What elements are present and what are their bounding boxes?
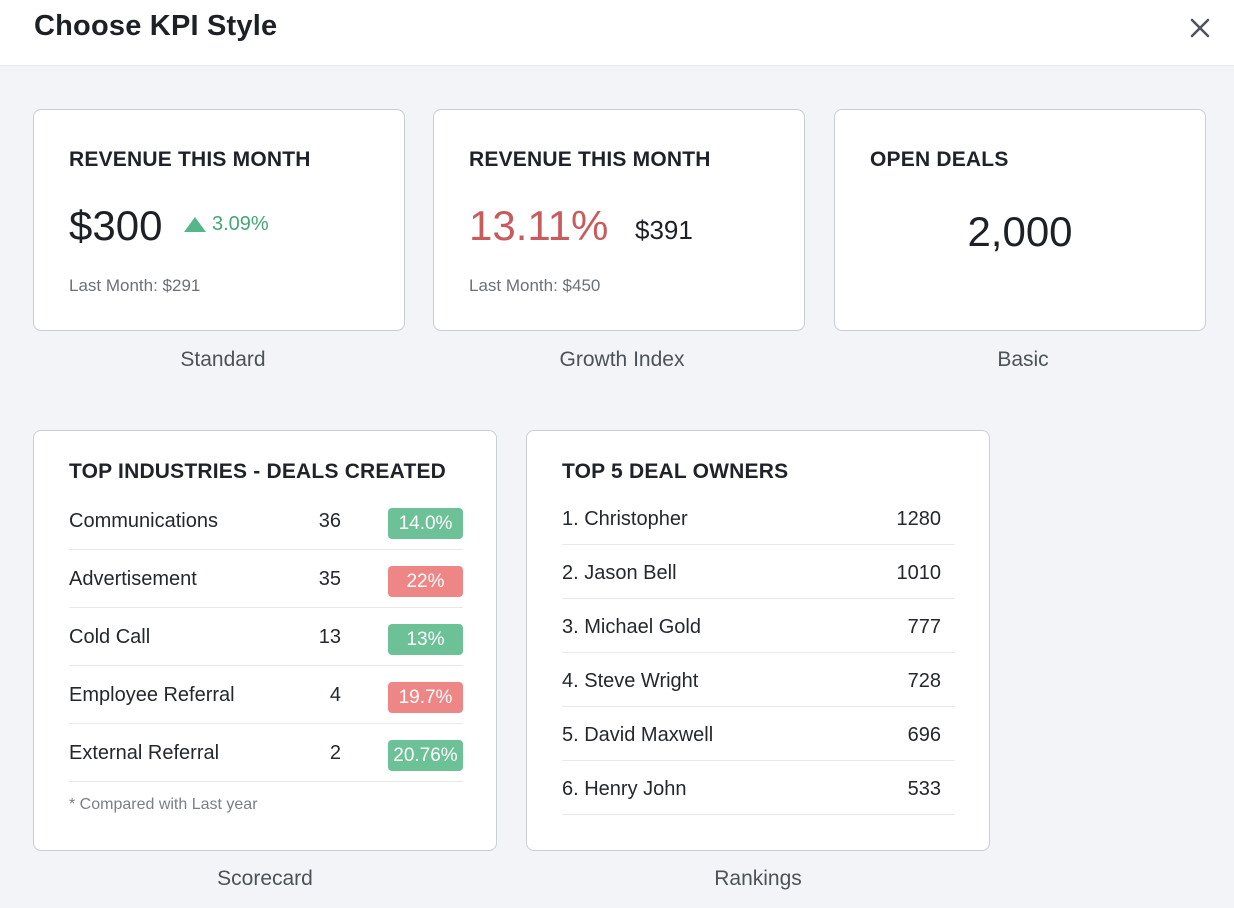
change-badge: 22% xyxy=(388,566,463,597)
owner-name: 2. Jason Bell xyxy=(562,562,677,584)
owner-name: 3. Michael Gold xyxy=(562,616,701,638)
change-badge: 19.7% xyxy=(388,682,463,713)
trend-indicator: 3.09% xyxy=(184,213,269,236)
list-item: 3. Michael Gold 777 xyxy=(562,599,955,653)
card-title: TOP INDUSTRIES - DEALS CREATED xyxy=(69,460,447,483)
owner-value: 777 xyxy=(907,616,941,638)
deal-count: 36 xyxy=(318,510,341,532)
table-row: Employee Referral 4 19.7% xyxy=(69,666,463,724)
owner-name: 4. Steve Wright xyxy=(562,670,699,692)
caption-rankings: Rankings xyxy=(714,867,802,890)
list-item: 5. David Maxwell 696 xyxy=(562,707,955,761)
industry-name: Advertisement xyxy=(69,568,197,590)
owner-value: 696 xyxy=(907,724,941,746)
table-row: External Referral 2 20.76% xyxy=(69,724,463,782)
table-row: Communications 36 14.0% xyxy=(69,492,463,550)
kpi-value: $300 xyxy=(69,202,163,249)
growth-amount: $391 xyxy=(635,215,693,245)
list-item: 1. Christopher 1280 xyxy=(562,491,955,545)
owner-value: 1010 xyxy=(896,562,942,584)
owner-value: 728 xyxy=(907,670,941,692)
deal-count: 4 xyxy=(329,684,341,706)
industry-name: Cold Call xyxy=(69,626,151,648)
triangle-up-icon xyxy=(184,217,206,232)
dialog-header: Choose KPI Style xyxy=(0,0,1234,66)
card-title: OPEN DEALS xyxy=(870,148,1009,171)
change-badge: 14.0% xyxy=(388,508,463,539)
owner-name: 5. David Maxwell xyxy=(562,724,714,746)
change-badge: 13% xyxy=(388,624,463,655)
card-title: REVENUE THIS MONTH xyxy=(469,148,711,171)
last-month-text: Last Month: $291 xyxy=(69,276,201,295)
last-month-text: Last Month: $450 xyxy=(469,276,601,295)
industry-name: External Referral xyxy=(69,742,220,764)
kpi-value: 2,000 xyxy=(967,208,1073,255)
kpi-style-growth-index-card[interactable]: REVENUE THIS MONTH 13.11% $391 Last Mont… xyxy=(433,109,805,331)
caption-growth-index: Growth Index xyxy=(559,348,685,371)
trend-percent: 3.09% xyxy=(212,213,269,235)
industry-name: Communications xyxy=(69,510,218,532)
kpi-style-rankings-card[interactable]: TOP 5 DEAL OWNERS 1. Christopher 1280 2.… xyxy=(526,430,990,851)
kpi-style-standard-card[interactable]: REVENUE THIS MONTH $300 3.09% Last Month… xyxy=(33,109,405,331)
list-item: 2. Jason Bell 1010 xyxy=(562,545,955,599)
growth-percent: 13.11% xyxy=(469,202,609,249)
kpi-style-scorecard-card[interactable]: TOP INDUSTRIES - DEALS CREATED Communica… xyxy=(33,430,497,851)
card-title: TOP 5 DEAL OWNERS xyxy=(562,460,789,483)
table-row: Cold Call 13 13% xyxy=(69,608,463,666)
deal-count: 35 xyxy=(318,568,341,590)
owner-value: 1280 xyxy=(896,508,942,530)
owner-name: 6. Henry John xyxy=(562,778,687,800)
change-badge: 20.76% xyxy=(388,740,463,771)
close-icon[interactable] xyxy=(1184,12,1216,44)
kpi-style-basic-card[interactable]: OPEN DEALS 2,000 xyxy=(834,109,1206,331)
caption-basic: Basic xyxy=(997,348,1049,371)
list-item: 4. Steve Wright 728 xyxy=(562,653,955,707)
dialog-title: Choose KPI Style xyxy=(34,10,278,42)
deal-count: 2 xyxy=(329,742,341,764)
caption-standard: Standard xyxy=(180,348,266,371)
caption-scorecard: Scorecard xyxy=(217,867,313,890)
table-row: Advertisement 35 22% xyxy=(69,550,463,608)
list-item: 6. Henry John 533 xyxy=(562,761,955,815)
deal-count: 13 xyxy=(318,626,341,648)
owner-name: 1. Christopher xyxy=(562,508,688,530)
industry-name: Employee Referral xyxy=(69,684,235,706)
card-title: REVENUE THIS MONTH xyxy=(69,148,311,171)
owner-value: 533 xyxy=(907,778,941,800)
footnote: * Compared with Last year xyxy=(69,796,258,813)
